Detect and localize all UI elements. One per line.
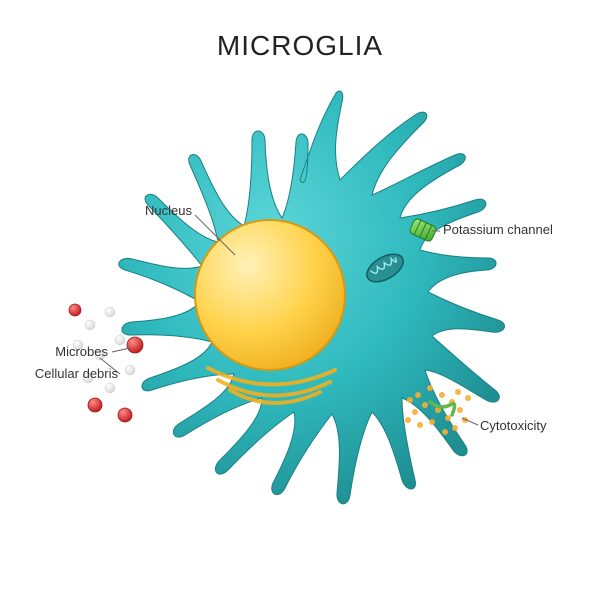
label-potassium-channel: Potassium channel [443,222,553,237]
label-microbes: Microbes [55,344,108,359]
diagram-container: MICROGLIA [0,0,600,600]
label-cellular-debris: Cellular debris [35,366,119,381]
label-nucleus: Nucleus [145,203,192,218]
microglia-illustration: Nucleus Potassium channel Microbes Cellu… [0,0,600,600]
label-cytotoxicity: Cytotoxicity [480,418,547,433]
nucleus [195,220,345,370]
